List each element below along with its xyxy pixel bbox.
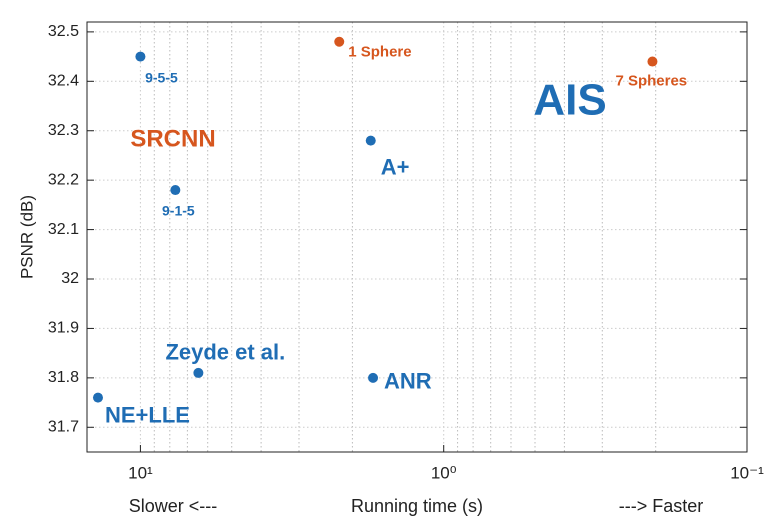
y-tick-label: 32.5: [48, 23, 79, 40]
point: [647, 56, 658, 67]
y-tick-label: 31.7: [48, 419, 79, 436]
point: [193, 367, 204, 378]
point: [365, 135, 376, 146]
point-label: 9-5-5: [145, 69, 178, 85]
point: [334, 36, 345, 47]
y-tick-label: 31.8: [48, 369, 79, 386]
plot-area: [87, 22, 747, 452]
point-label: 7 Spheres: [615, 73, 687, 90]
y-tick-label: 32.1: [48, 221, 79, 238]
y-tick-label: 32.3: [48, 122, 79, 139]
plot-frame: [86, 21, 748, 453]
annotation: AIS: [533, 76, 606, 125]
y-tick-label: 32.2: [48, 171, 79, 188]
point-label: A+: [381, 154, 410, 179]
y-tick-label: 32.4: [48, 73, 79, 90]
y-tick-label: 32: [61, 270, 79, 287]
y-tick-label: 31.9: [48, 320, 79, 337]
point-label: ANR: [384, 369, 432, 394]
point-label: 9-1-5: [162, 203, 195, 219]
point-label: 1 Sphere: [348, 44, 411, 61]
x-tick-label: 10¹: [128, 463, 153, 482]
x-axis-label: Running time (s): [351, 496, 483, 516]
x-tick-label: 10⁻¹: [730, 463, 764, 482]
point: [170, 185, 181, 196]
point: [92, 392, 103, 403]
y-axis-label: PSNR (dB): [17, 195, 36, 279]
point-label: Zeyde et al.: [165, 340, 285, 365]
x-note: Slower <---: [129, 496, 218, 516]
x-note: ---> Faster: [619, 496, 704, 516]
point: [135, 51, 146, 62]
annotation: SRCNN: [130, 125, 215, 152]
point: [368, 372, 379, 383]
x-tick-label: 10⁰: [431, 463, 457, 482]
point-label: NE+LLE: [105, 402, 190, 427]
